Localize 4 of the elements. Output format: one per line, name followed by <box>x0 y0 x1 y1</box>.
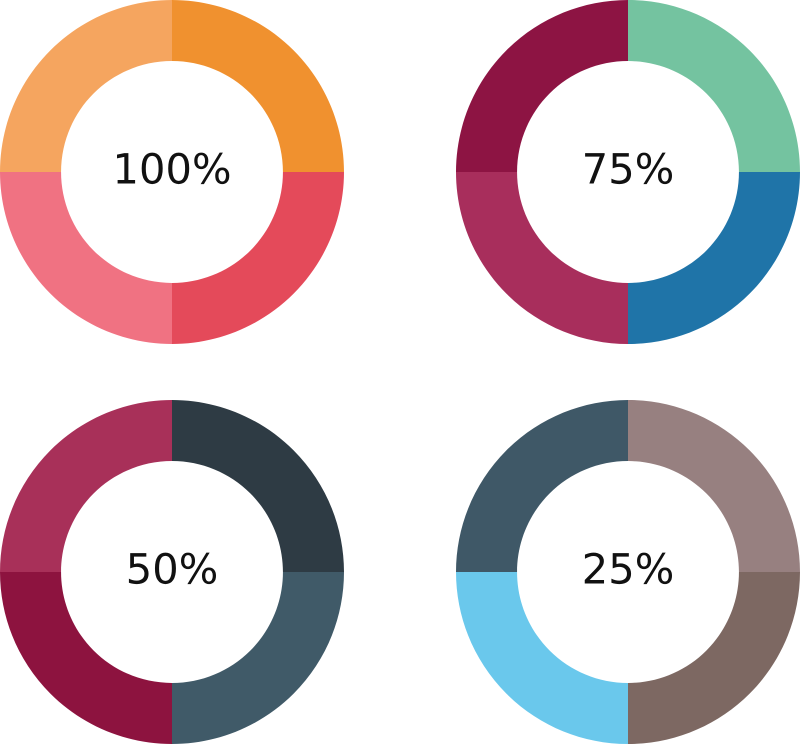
text: 50% <box>128 552 216 584</box>
text: 100% <box>117 152 230 184</box>
text: 25% <box>584 552 672 584</box>
text: 75% <box>585 152 672 184</box>
